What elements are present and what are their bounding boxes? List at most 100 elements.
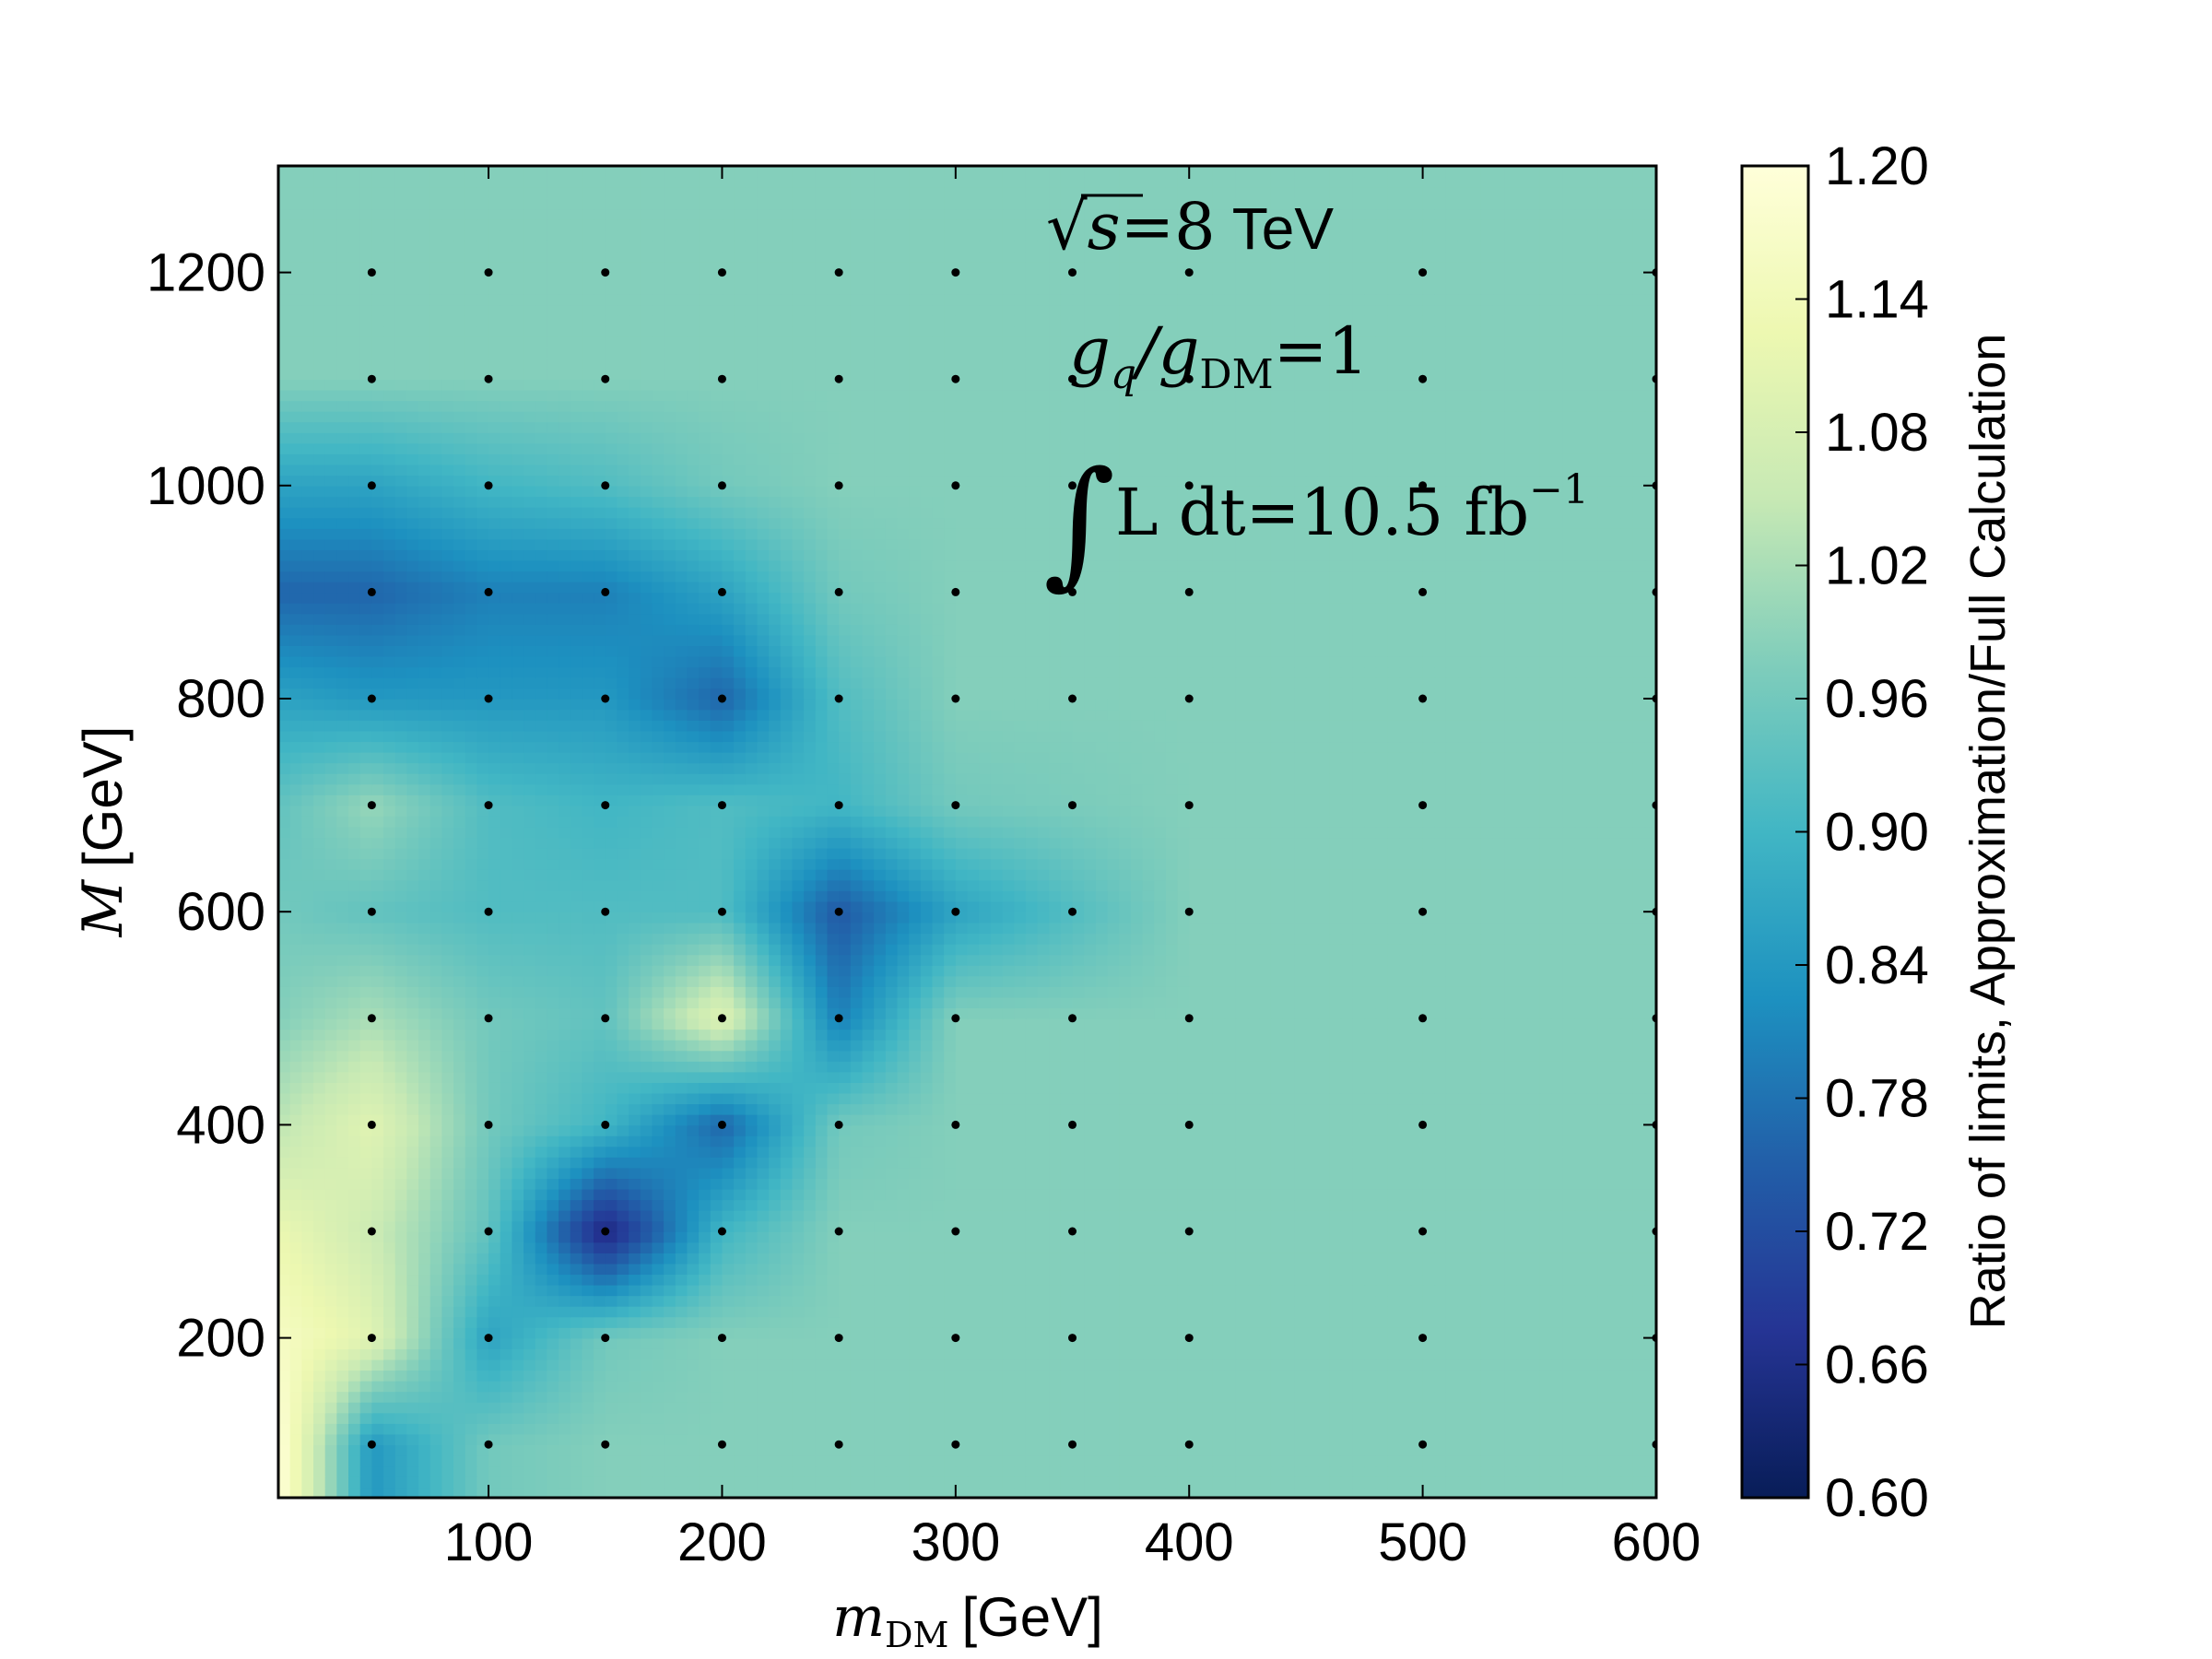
heatmap-cell [1165, 1412, 1179, 1424]
heatmap-cell [780, 1370, 794, 1382]
heatmap-cell [944, 1092, 957, 1105]
heatmap-cell [839, 1103, 852, 1115]
heatmap-cell [278, 1370, 291, 1382]
heatmap-cell [1084, 1167, 1097, 1179]
heatmap-cell [359, 1157, 373, 1169]
heatmap-cell [394, 1412, 408, 1424]
heatmap-cell [465, 1050, 478, 1062]
heatmap-cell [441, 1082, 454, 1094]
heatmap-cell [1270, 1188, 1284, 1201]
heatmap-cell [301, 1220, 314, 1232]
heatmap-cell [1550, 1391, 1564, 1403]
heatmap-cell [441, 1327, 454, 1339]
heatmap-cell [734, 1412, 747, 1424]
heatmap-cell [850, 1157, 864, 1169]
heatmap-cell [1410, 1454, 1424, 1467]
heatmap-cell [687, 1263, 700, 1276]
heatmap-cell [617, 1263, 629, 1276]
heatmap-cell [313, 1348, 326, 1360]
heatmap-cell [1574, 1157, 1587, 1169]
heatmap-cell [734, 1050, 747, 1062]
heatmap-cell [1177, 1209, 1191, 1222]
heatmap-cell [815, 1487, 829, 1498]
heatmap-cell [1189, 1167, 1202, 1179]
heatmap-cell [1375, 1380, 1389, 1393]
heatmap-cell [1574, 1263, 1587, 1276]
heatmap-cell [1609, 1412, 1622, 1424]
heatmap-cell [535, 1061, 548, 1073]
heatmap-cell [1107, 1103, 1121, 1115]
heatmap-cell [1527, 1253, 1541, 1265]
heatmap-cell [1574, 1305, 1587, 1318]
heatmap-cell [453, 1113, 466, 1126]
heatmap-cell [885, 1092, 899, 1105]
heatmap-cell [1492, 1370, 1506, 1382]
heatmap-cell [1107, 1274, 1121, 1286]
heatmap-cell [1574, 1327, 1587, 1339]
heatmap-cell [874, 1220, 887, 1232]
heatmap-cell [1200, 1348, 1214, 1360]
heatmap-cell [1364, 1295, 1377, 1307]
heatmap-cell [1434, 1199, 1447, 1211]
heatmap-cell [1259, 1157, 1272, 1169]
heatmap-cell [664, 1487, 677, 1498]
heatmap-cell [1527, 1423, 1541, 1435]
heatmap-cell [394, 1284, 408, 1297]
heatmap-cell [441, 1199, 454, 1211]
heatmap-cell [1235, 1103, 1249, 1115]
heatmap-cell [453, 1231, 466, 1243]
heatmap-cell [885, 1263, 899, 1276]
heatmap-cell [1049, 1253, 1062, 1265]
heatmap-cell [1200, 1465, 1214, 1477]
heatmap-cell [874, 1487, 887, 1498]
heatmap-cell [301, 1465, 314, 1477]
heatmap-cell [1364, 1188, 1377, 1201]
heatmap-cell [734, 1476, 747, 1488]
heatmap-cell [1585, 1337, 1599, 1349]
heatmap-cell [1224, 1231, 1237, 1243]
heatmap-cell [1375, 1391, 1389, 1403]
heatmap-cell [1387, 1412, 1401, 1424]
heatmap-cell [1259, 1327, 1272, 1339]
heatmap-cell [745, 1391, 759, 1403]
heatmap-cell [664, 1391, 677, 1403]
heatmap-cell [1270, 1295, 1284, 1307]
heatmap-cell [582, 1220, 594, 1232]
heatmap-cell [652, 1253, 665, 1265]
heatmap-cell [1224, 1209, 1237, 1222]
heatmap-cell [1504, 1274, 1517, 1286]
heatmap-cell [932, 1167, 945, 1179]
heatmap-cell [383, 1401, 396, 1414]
heatmap-cell [1247, 1157, 1261, 1169]
heatmap-cell [792, 1178, 805, 1190]
heatmap-cell [1562, 1337, 1576, 1349]
heatmap-cell [734, 1135, 747, 1147]
heatmap-cell [1469, 1305, 1482, 1318]
heatmap-cell [441, 1391, 454, 1403]
heatmap-cell [652, 1359, 665, 1371]
heatmap-cell [1329, 1305, 1342, 1318]
heatmap-cell [582, 1039, 594, 1052]
heatmap-cell [1422, 1444, 1436, 1456]
heatmap-cell [406, 1199, 419, 1211]
heatmap-cell [1154, 1476, 1167, 1488]
heatmap-cell [1562, 1487, 1576, 1498]
heatmap-cell [710, 1274, 724, 1286]
heatmap-cell [1154, 1465, 1167, 1477]
heatmap-cell [1644, 1391, 1656, 1403]
heatmap-cell [1620, 1337, 1634, 1349]
heatmap-cell [745, 1465, 759, 1477]
heatmap-cell [547, 1284, 559, 1297]
heatmap-cell [1329, 1050, 1342, 1062]
heatmap-cell [1037, 1380, 1050, 1393]
heatmap-cell [734, 1071, 747, 1083]
heatmap-cell [780, 1199, 794, 1211]
heatmap-cell [874, 1178, 887, 1190]
heatmap-cell [559, 1465, 571, 1477]
heatmap-cell [1469, 1359, 1482, 1371]
heatmap-cell [278, 1487, 291, 1498]
heatmap-cell [1585, 1348, 1599, 1360]
heatmap-cell [1084, 1359, 1097, 1371]
heatmap-cell [1119, 1253, 1132, 1265]
heatmap-cell [1189, 1263, 1202, 1276]
